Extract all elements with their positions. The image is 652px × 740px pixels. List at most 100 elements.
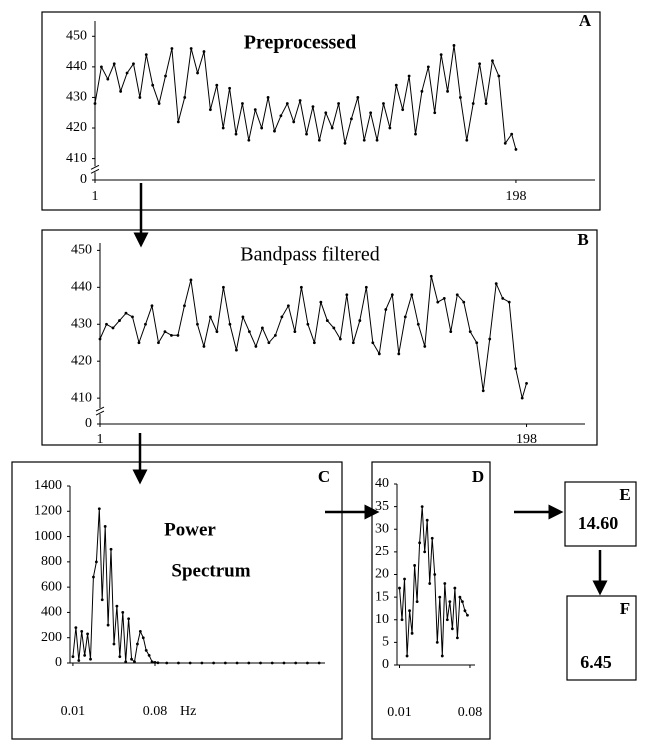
y-tick-label: 0 [382, 657, 389, 672]
data-point [324, 111, 328, 115]
data-point [423, 550, 427, 554]
data-point [279, 114, 283, 118]
y-tick-label: 1400 [34, 478, 62, 493]
data-point [132, 62, 135, 66]
data-point [465, 138, 469, 142]
chart-subtitle: Spectrum [171, 560, 250, 581]
y-tick-label: 10 [375, 612, 389, 627]
data-point [481, 389, 485, 393]
data-point [343, 141, 347, 145]
data-point [439, 53, 443, 57]
data-point [468, 330, 472, 334]
data-point [408, 609, 411, 613]
data-point [215, 83, 219, 87]
data-point [163, 330, 167, 334]
data-point [306, 322, 310, 326]
data-point [141, 636, 145, 640]
data-point [286, 304, 290, 308]
panel-box [371, 461, 491, 740]
data-point [253, 108, 257, 112]
data-point [452, 44, 456, 47]
data-point [466, 613, 469, 617]
data-point [337, 102, 340, 105]
y-tick-label: 200 [41, 630, 62, 645]
data-point [440, 654, 444, 658]
data-point [364, 285, 368, 289]
y-tick-label: 410 [66, 151, 87, 166]
data-point [267, 341, 271, 345]
data-point [416, 322, 420, 326]
data-point [384, 308, 388, 311]
data-point [189, 278, 193, 282]
data-point [438, 595, 442, 599]
data-point [420, 505, 424, 509]
y-tick-label: 420 [71, 353, 92, 368]
data-point [433, 573, 437, 576]
data-point [144, 322, 147, 326]
data-point [266, 96, 270, 99]
data-point [157, 341, 160, 345]
data-point [520, 396, 524, 400]
data-point [177, 661, 180, 665]
data-point [305, 132, 308, 136]
data-point [369, 111, 373, 115]
y-tick-label: 1000 [34, 529, 62, 544]
data-point [121, 611, 125, 614]
data-point [83, 654, 87, 657]
data-point [189, 47, 193, 50]
panel-label: C [318, 467, 330, 486]
data-point [351, 341, 355, 345]
data-point [298, 99, 302, 102]
data-point [241, 315, 245, 319]
data-point [430, 536, 434, 540]
data-point [388, 126, 392, 130]
result-value: 6.45 [580, 652, 612, 672]
y-tick-label: 450 [71, 243, 92, 258]
data-point [294, 661, 298, 665]
data-point [235, 661, 239, 665]
data-point [407, 74, 411, 78]
data-point [112, 642, 116, 646]
y-tick-label: 800 [41, 554, 62, 569]
data-point [356, 96, 360, 99]
y-tick-label: 35 [375, 499, 389, 514]
data-point [77, 659, 81, 662]
axis-break [95, 406, 105, 412]
x-tick-label: 0.01 [387, 705, 412, 720]
y-tick-label: 410 [71, 390, 92, 405]
data-point [403, 315, 407, 319]
y-tick-label: 20 [375, 567, 389, 582]
data-point [475, 341, 479, 345]
panel-label: F [620, 599, 630, 618]
data-point [429, 274, 433, 278]
data-point [170, 47, 174, 50]
data-point [446, 89, 449, 93]
x-tick-label: 0.08 [143, 704, 168, 719]
axis-break [96, 408, 104, 415]
data-point [92, 575, 95, 579]
data-point [165, 661, 169, 665]
data-point [312, 341, 316, 345]
data-point [292, 120, 296, 124]
data-point [462, 300, 466, 304]
data-point [497, 74, 501, 78]
data-point [109, 547, 113, 551]
data-point [450, 627, 454, 631]
data-point [420, 89, 424, 93]
data-point [144, 648, 148, 652]
data-point [317, 661, 321, 665]
data-point [215, 330, 219, 334]
y-tick-label: 440 [66, 59, 87, 74]
y-tick-label: 430 [66, 90, 87, 105]
data-point [260, 326, 264, 330]
data-point [350, 117, 353, 121]
data-point [89, 657, 92, 661]
data-point [491, 59, 494, 63]
data-point [325, 319, 329, 322]
data-point [247, 138, 251, 142]
data-point [390, 293, 394, 297]
data-point [202, 345, 206, 348]
data-point [503, 141, 507, 145]
y-tick-label: 15 [375, 589, 389, 604]
data-point [501, 297, 505, 300]
